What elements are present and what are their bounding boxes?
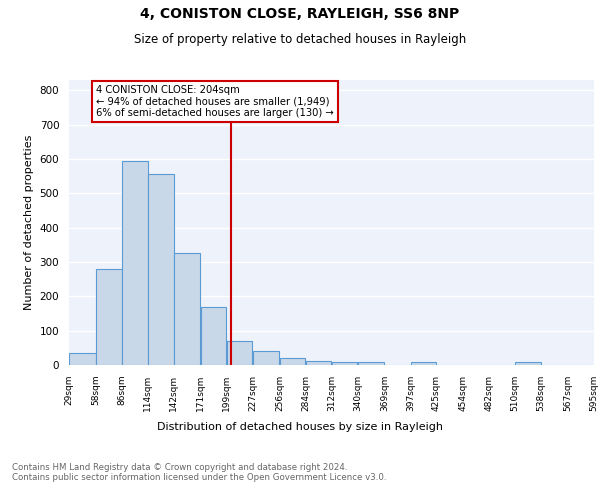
Bar [515,362,541,365]
Bar [306,361,331,365]
Text: Distribution of detached houses by size in Rayleigh: Distribution of detached houses by size … [157,422,443,432]
Text: 4, CONISTON CLOSE, RAYLEIGH, SS6 8NP: 4, CONISTON CLOSE, RAYLEIGH, SS6 8NP [140,8,460,22]
Bar [174,254,200,365]
Y-axis label: Number of detached properties: Number of detached properties [24,135,34,310]
Bar [122,160,148,365]
Bar [253,352,280,365]
Bar [332,362,357,365]
Bar [410,362,436,365]
Bar [148,174,173,365]
Bar [201,306,226,365]
Bar [358,362,384,365]
Bar [69,353,95,365]
Text: Contains HM Land Registry data © Crown copyright and database right 2024.
Contai: Contains HM Land Registry data © Crown c… [12,462,386,482]
Text: Size of property relative to detached houses in Rayleigh: Size of property relative to detached ho… [134,32,466,46]
Text: 4 CONISTON CLOSE: 204sqm
← 94% of detached houses are smaller (1,949)
6% of semi: 4 CONISTON CLOSE: 204sqm ← 94% of detach… [96,85,334,118]
Bar [227,341,253,365]
Bar [280,358,305,365]
Bar [96,269,122,365]
